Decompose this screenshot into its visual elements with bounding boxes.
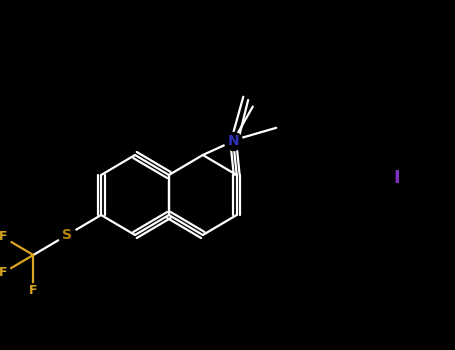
Text: F: F [0, 266, 7, 280]
Text: S: S [62, 228, 72, 242]
Text: N: N [228, 134, 239, 148]
Text: F: F [0, 231, 7, 244]
Text: I: I [393, 169, 399, 187]
Text: F: F [29, 285, 38, 297]
